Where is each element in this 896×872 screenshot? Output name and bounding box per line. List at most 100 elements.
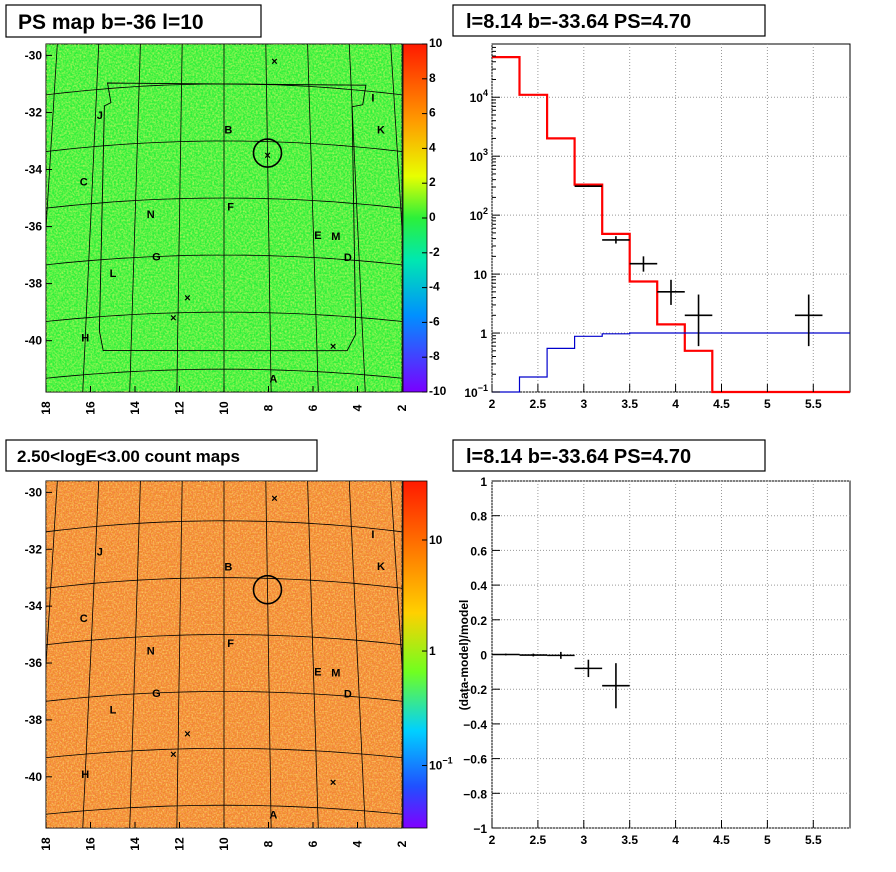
source-label-j: J <box>97 547 103 559</box>
y-tick-label: -34 <box>25 599 43 613</box>
x-tick-label: 12 <box>173 837 187 851</box>
x-tick-label: 14 <box>128 401 142 415</box>
cross-marker: × <box>170 313 176 325</box>
source-label-k: K <box>377 124 385 136</box>
y-tick-exponent: 2 <box>483 206 488 216</box>
ps-map-colorbar-ticks: 10 8 6 4 2 0 -2 -4 -6 -8 -10 <box>422 36 447 398</box>
meridian-line <box>0 43 16 442</box>
meridian-line <box>176 44 183 392</box>
y-tick-label: 0.6 <box>470 544 487 558</box>
source-label-c: C <box>80 177 88 189</box>
source-label-f: F <box>227 202 234 214</box>
y-tick-label: -32 <box>25 542 43 556</box>
count-map-panel: 2.50<logE<3.00 count maps J I K B C F N E MD G L H A… <box>5 439 453 851</box>
meridian-line <box>129 481 141 828</box>
x-tick-label: 2 <box>489 833 496 847</box>
colorbar-tick-label: 0 <box>429 210 436 224</box>
colorbar-tick-label: 2 <box>429 175 436 189</box>
residual-plot-area <box>491 480 851 829</box>
colorbar-tick-label: 1 <box>429 644 436 658</box>
model-source-histogram <box>492 332 850 393</box>
meridian-line <box>129 44 141 392</box>
colorbar-tick-label: -10 <box>429 384 447 398</box>
source-label-h: H <box>81 333 89 345</box>
meridian-line <box>176 481 183 828</box>
colorbar-tick-label: 10−1 <box>429 756 453 773</box>
target-circle <box>252 138 283 168</box>
source-label-b: B <box>224 125 232 137</box>
x-tick-label: 5 <box>764 397 771 411</box>
colorbar-tick-label: 10 <box>429 36 443 50</box>
spectrum-series <box>492 56 850 394</box>
y-tick-label: -40 <box>25 770 43 784</box>
count-map-title-box <box>5 439 318 472</box>
x-tick-label: 5.5 <box>805 833 822 847</box>
count-map-axes: 18 16 14 12 10 8 6 4 2 -30 -32 -34 -36 -38 -40 <box>25 485 409 850</box>
meridian-line <box>348 44 366 392</box>
source-label-b: B <box>224 561 232 573</box>
source-label-d: D <box>344 252 352 264</box>
meridian-line <box>82 481 100 828</box>
y-tick-exponent: −1 <box>478 383 488 393</box>
cross-marker: × <box>271 493 277 505</box>
residual-grid <box>491 480 850 829</box>
y-tick-label: −0.4 <box>463 718 487 732</box>
y-tick-exponent: 4 <box>483 88 488 98</box>
colorbar-tick-label: 4 <box>429 140 436 154</box>
source-label-n: N <box>147 209 155 221</box>
y-tick-label: -38 <box>25 277 43 291</box>
source-label-j: J <box>97 110 103 122</box>
ps-map-title-box <box>5 4 262 38</box>
x-tick-label: 18 <box>39 837 53 851</box>
y-tick-label: 1 <box>480 475 487 489</box>
residual-panel: l=8.14 b=-33.64 PS=4.70 2 2.5 3 3.5 4 4.5 5 5.5… <box>452 439 851 847</box>
y-tick-label: -40 <box>25 334 43 348</box>
cross-marker: × <box>330 777 336 789</box>
y-tick-label: −0.6 <box>463 753 487 767</box>
residual-axes: 2 2.5 3 3.5 4 4.5 5 5.5 1 0.8 0.6 0.4 0.2 0 −0.2 −0.4 −0… <box>463 475 822 847</box>
count-map-title: 2.50<logE<3.00 count maps <box>17 447 240 466</box>
spectrum-title: l=8.14 b=-33.64 PS=4.70 <box>466 11 691 33</box>
residual-title-box <box>452 439 766 472</box>
colorbar-tick-label-exponent: −1 <box>442 756 452 766</box>
ps-map-panel: PS map b=-36 l=10 J I K B C F N E MD G L H A × × × × × 18… <box>0 4 463 442</box>
parallel-line <box>46 520 402 533</box>
model-total-histogram <box>492 56 850 394</box>
colorbar-tick-label: -8 <box>429 349 440 363</box>
region-boundary <box>98 82 367 352</box>
y-tick-label: 0.4 <box>470 579 487 593</box>
meridian-line <box>348 481 366 828</box>
source-label-d: D <box>344 688 352 700</box>
source-label-k: K <box>377 561 385 573</box>
spectrum-plot-area <box>491 43 851 393</box>
y-tick-label: 10−1 <box>464 383 488 400</box>
y-tick-label: 102 <box>470 206 488 223</box>
colorbar-tick-label: 10 <box>429 533 443 547</box>
source-label-a: A <box>269 809 277 821</box>
colorbar-tick-label: -4 <box>429 280 440 294</box>
y-tick-label: -30 <box>25 485 43 499</box>
x-tick-label: 3.5 <box>621 397 638 411</box>
source-label-e: E <box>314 666 321 678</box>
meridian-line <box>390 481 402 672</box>
cross-marker: × <box>271 56 277 68</box>
colorbar-tick-label: 8 <box>429 71 436 85</box>
meridian-line <box>390 44 402 236</box>
meridian-line <box>307 44 319 392</box>
residual-series <box>492 651 630 709</box>
y-tick-exponent: 3 <box>483 147 488 157</box>
parallel-line <box>46 577 402 589</box>
meridian-line <box>82 44 100 392</box>
y-tick-label: 103 <box>470 147 488 164</box>
source-label-i: I <box>371 529 374 541</box>
parallel-line <box>46 197 402 209</box>
cross-marker: × <box>184 729 190 741</box>
x-tick-label: 5 <box>764 833 771 847</box>
source-label-g: G <box>152 251 161 263</box>
meridian-line <box>432 43 463 442</box>
x-tick-label: 3.5 <box>621 833 638 847</box>
source-label-m: M <box>331 668 340 680</box>
residual-y-axis-label: (data-model)/model <box>457 600 471 711</box>
x-tick-label: 12 <box>173 401 187 415</box>
x-tick-label: 16 <box>84 837 98 851</box>
